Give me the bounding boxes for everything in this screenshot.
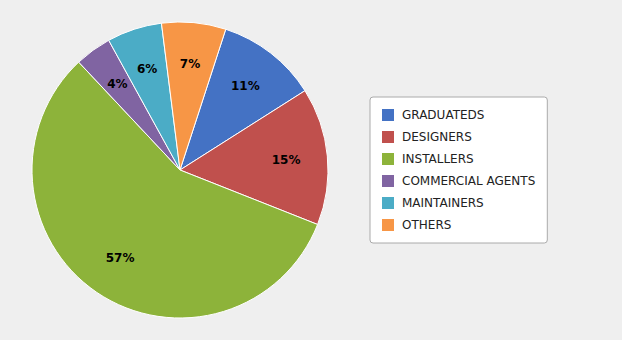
- data-label: 7%: [180, 57, 200, 71]
- slice: [161, 22, 225, 170]
- legend-label: MAINTAINERS: [402, 196, 484, 210]
- legend-frame: [370, 97, 547, 243]
- legend-swatch: [382, 219, 394, 231]
- data-label: 57%: [106, 251, 135, 265]
- legend: GRADUATEDS DESIGNERS INSTALLERS COMMERCIAL …: [370, 97, 547, 243]
- data-label: 6%: [137, 62, 157, 76]
- background: [0, 0, 622, 340]
- legend-label: GRADUATEDS: [402, 108, 484, 122]
- legend-swatch: [382, 131, 394, 143]
- slices: [32, 22, 328, 318]
- legend-label: DESIGNERS: [402, 130, 472, 144]
- slice-labels: 11% 15% 57% 4% 6% 7%: [106, 57, 301, 265]
- legend-swatch: [382, 197, 394, 209]
- chart: 11% 15% 57% 4% 6% 7% GRADUATEDS DESIGNERS INSTAL…: [0, 0, 622, 340]
- data-label: 4%: [107, 77, 127, 91]
- legend-label: COMMERCIAL AGENTS: [402, 174, 535, 188]
- legend-label: OTHERS: [402, 218, 451, 232]
- legend-swatch: [382, 175, 394, 187]
- legend-label: INSTALLERS: [402, 152, 474, 166]
- legend-swatch: [382, 153, 394, 165]
- data-label: 15%: [272, 153, 301, 167]
- data-label: 11%: [231, 79, 260, 93]
- legend-swatch: [382, 109, 394, 121]
